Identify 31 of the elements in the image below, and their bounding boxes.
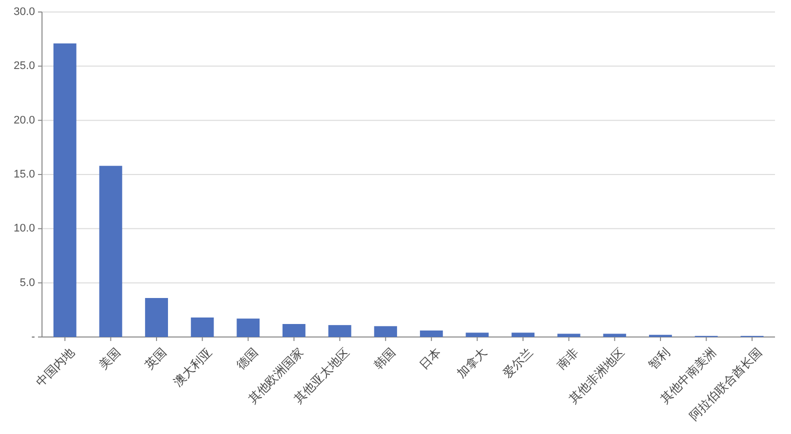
bar <box>236 318 260 337</box>
x-tick-label: 英国 <box>142 345 169 372</box>
y-tick-label: 25.0 <box>14 60 35 72</box>
x-tick-label: 美国 <box>96 345 124 372</box>
x-tick-label: 日本 <box>416 345 444 372</box>
x-tick-label: 澳大利亚 <box>170 345 215 390</box>
y-tick-label: 5.0 <box>20 276 35 289</box>
x-tick-label: 爱尔兰 <box>500 345 536 381</box>
bar <box>466 332 489 337</box>
bar <box>145 298 168 337</box>
x-tick-label: 加拿大 <box>454 345 490 381</box>
bar <box>53 43 76 337</box>
y-tick-label: 15.0 <box>14 168 35 180</box>
y-tick-label: 10.0 <box>14 222 35 235</box>
x-tick-label: 德国 <box>234 345 260 372</box>
bar <box>328 325 352 337</box>
x-tick-label: 韩国 <box>371 345 398 372</box>
bar <box>603 334 626 337</box>
bar <box>420 330 443 337</box>
bar <box>99 166 122 337</box>
y-tick-label: 30.0 <box>14 6 35 18</box>
bar <box>374 326 398 337</box>
bar <box>282 324 306 337</box>
bar <box>557 334 580 337</box>
y-tick-label: 20.0 <box>14 114 35 126</box>
x-tick-label: 智利 <box>646 345 673 372</box>
x-tick-label: 中国内地 <box>33 345 78 390</box>
bar <box>512 332 534 337</box>
x-tick-label: 南非 <box>554 345 582 372</box>
y-tick-label: - <box>31 331 36 343</box>
bar <box>190 318 214 337</box>
